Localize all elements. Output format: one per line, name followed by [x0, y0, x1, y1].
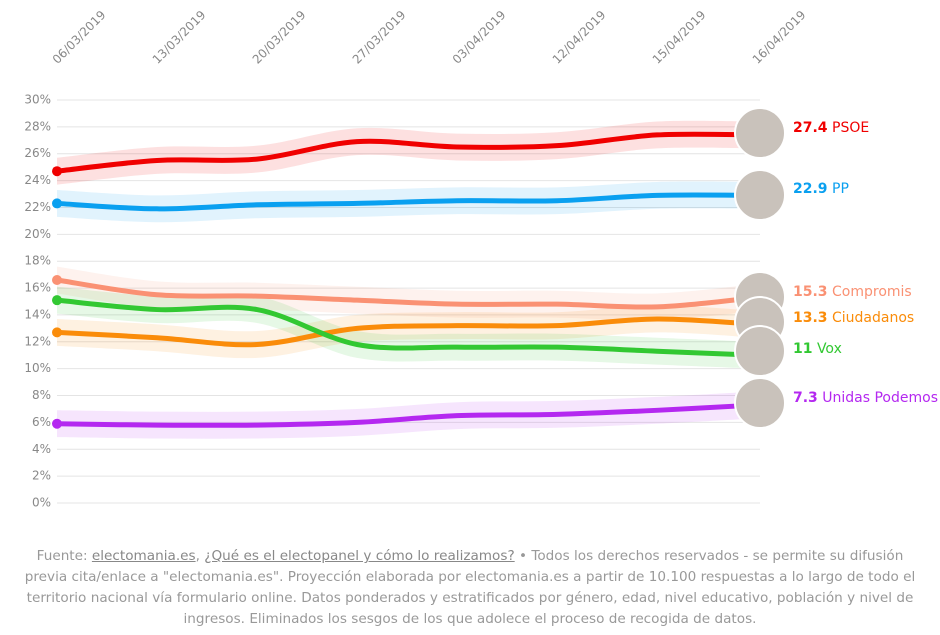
y-tick-label: 10%	[24, 361, 51, 375]
x-tick-label: 16/04/2019	[750, 8, 809, 67]
end-label: 11 Vox	[793, 341, 842, 357]
x-tick-label: 15/04/2019	[650, 8, 709, 67]
y-tick-label: 0%	[32, 496, 51, 510]
series-line	[54, 316, 760, 348]
y-tick-label: 24%	[24, 173, 51, 187]
end-value: 11	[793, 341, 812, 357]
legend-name: Compromis	[832, 284, 912, 300]
footer-text: • Todos los derechos reservados - se per…	[24, 548, 916, 627]
confidence-band	[57, 391, 757, 439]
series-line	[54, 192, 760, 212]
footer-text: Fuente:	[36, 548, 92, 564]
end-label: 13.3 Ciudadanos	[793, 310, 914, 326]
y-tick-label: 28%	[24, 119, 51, 133]
y-tick-label: 12%	[24, 334, 51, 348]
start-dot	[52, 295, 62, 306]
legend-name: Vox	[817, 341, 842, 357]
start-dot	[52, 275, 62, 286]
x-tick-label: 12/04/2019	[550, 8, 609, 67]
series-line	[54, 297, 760, 358]
y-tick-label: 18%	[24, 254, 51, 268]
avatar	[734, 377, 786, 429]
end-label: 7.3 Unidas Podemos	[793, 390, 938, 406]
y-tick-label: 22%	[24, 200, 51, 214]
end-value: 22.9	[793, 181, 828, 197]
x-tick-label: 13/03/2019	[150, 8, 209, 67]
y-tick-label: 14%	[24, 307, 51, 321]
footer-link[interactable]: electomania.es	[91, 548, 196, 564]
end-label: 22.9 PP	[793, 181, 849, 197]
end-label: 27.4 PSOE	[793, 120, 869, 136]
end-value: 27.4	[793, 120, 828, 136]
footer-link[interactable]: ¿Qué es el electopanel y cómo lo realiza…	[204, 548, 515, 564]
legend-name: PP	[832, 181, 849, 197]
start-dot	[52, 327, 62, 338]
end-value: 13.3	[793, 310, 828, 326]
x-tick-label: 27/03/2019	[350, 8, 409, 67]
x-tick-label: 20/03/2019	[250, 8, 309, 67]
start-dot	[52, 198, 62, 209]
y-tick-label: 30%	[24, 93, 51, 107]
chart: 0% 2% 4% 6% 8% 10% 12% 14% 16% 18% 20% 22% 24% 26% 28%…	[24, 8, 938, 510]
confidence-band	[57, 120, 757, 185]
series-line	[54, 131, 760, 174]
avatar	[734, 325, 786, 377]
legend-name: PSOE	[832, 120, 869, 136]
avatar	[734, 169, 786, 221]
x-tick-label: 06/03/2019	[50, 8, 109, 67]
footer-text: ,	[195, 548, 205, 564]
end-label: 15.3 Compromis	[793, 284, 912, 300]
y-tick-label: 2%	[32, 469, 51, 483]
avatar	[734, 107, 786, 159]
y-tick-label: 26%	[24, 146, 51, 160]
end-value: 7.3	[793, 390, 818, 406]
legend-name: Ciudadanos	[832, 310, 914, 326]
series-line	[54, 277, 760, 310]
y-tick-label: 4%	[32, 442, 51, 456]
y-tick-label: 16%	[24, 281, 51, 295]
x-tick-label: 03/04/2019	[450, 8, 509, 67]
start-dot	[52, 418, 62, 429]
y-tick-label: 6%	[32, 415, 51, 429]
end-value: 15.3	[793, 284, 828, 300]
footer: Fuente: electomania.es, ¿Qué es el elect…	[20, 546, 920, 630]
series-line	[54, 402, 760, 428]
y-tick-label: 8%	[32, 388, 51, 402]
legend-name: Unidas Podemos	[822, 390, 938, 406]
start-dot	[52, 166, 62, 177]
y-tick-label: 20%	[24, 227, 51, 241]
